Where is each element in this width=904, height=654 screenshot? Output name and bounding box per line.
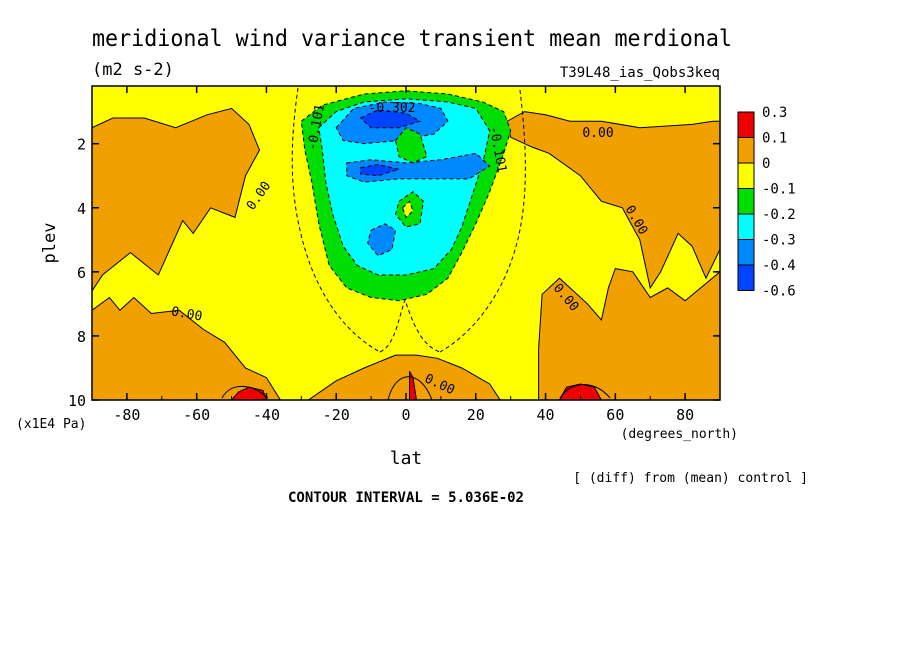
colorbar-swatch	[737, 264, 755, 291]
x-tick-label: 0	[401, 406, 410, 424]
contour-region-3-1	[346, 152, 491, 183]
footnote: [ (diff) from (mean) control ]	[573, 471, 808, 486]
x-units-label: (degrees_north)	[621, 427, 738, 442]
colorbar-swatch	[737, 213, 755, 240]
contour-region-0-4	[538, 268, 720, 400]
colorbar-label: -0.2	[762, 207, 796, 223]
x-axis: -80 -60 -40 -20 0 20 40 60 80	[91, 86, 721, 424]
colorbar: 0.3 0.1 0 -0.1 -0.2 -0.3 -0.4 -0.6	[737, 105, 796, 300]
x-tick-label: 80	[676, 406, 694, 424]
dashed-contour-center	[379, 298, 441, 353]
y-units-label: (x1E4 Pa)	[16, 417, 86, 432]
colorbar-label: 0	[762, 156, 770, 172]
colorbar-label: -0.4	[762, 258, 796, 274]
contour-region-5-0	[394, 127, 428, 164]
colorbar-label: -0.3	[762, 233, 796, 249]
contour-region-0-1	[92, 296, 281, 400]
colorbar-swatch	[737, 111, 755, 138]
colorbar-swatch	[737, 239, 755, 266]
contour-value-label: -0.302	[369, 101, 416, 116]
x-tick-label: 40	[537, 406, 555, 424]
chart-title: meridional wind variance transient mean …	[92, 26, 732, 52]
y-tick-label: 6	[77, 264, 86, 282]
y-axis: 2 4 6 8 10	[68, 136, 720, 410]
x-tick-label: 20	[467, 406, 485, 424]
y-tick-label: 2	[77, 136, 86, 154]
colorbar-label: -0.6	[762, 284, 796, 300]
units-label: (m2 s-2)	[92, 60, 174, 80]
y-tick-label: 10	[68, 392, 86, 410]
plot-area: 0.000.000.000.000.000.00-0.101 -0.101-0.3…	[91, 85, 721, 401]
colorbar-swatch	[737, 162, 755, 189]
y-tick-label: 8	[77, 328, 86, 346]
y-tick-label: 4	[77, 200, 86, 218]
x-tick-label: -40	[253, 406, 280, 424]
colorbar-label: 0.1	[762, 131, 787, 147]
run-id-label: T39L48_ias_Qobs3keq	[560, 65, 720, 81]
contour-region-0-0	[92, 107, 261, 293]
colorbar-swatch	[737, 188, 755, 215]
x-tick-label: -80	[113, 406, 140, 424]
colorbar-label: 0.3	[762, 105, 787, 121]
contour-interval-label: CONTOUR INTERVAL = 5.036E-02	[288, 490, 524, 506]
x-tick-label: 60	[606, 406, 624, 424]
contour-region-4-1	[360, 163, 401, 177]
contour-region-6-0	[401, 200, 414, 219]
colorbar-label: -0.1	[762, 182, 796, 198]
contour-region-3-2	[367, 223, 397, 257]
contour-region-0-3	[506, 111, 720, 290]
contour-region-7-2	[409, 370, 418, 400]
contour-region-4-0	[359, 109, 422, 129]
x-axis-label: lat	[390, 448, 423, 469]
contour-value-label: 0.00	[582, 126, 613, 141]
solid-contour-south	[221, 376, 611, 400]
x-tick-label: -60	[183, 406, 210, 424]
dashed-contour-west	[291, 87, 381, 353]
contour-value-label: 0.00	[170, 304, 203, 324]
y-axis-label: plev	[40, 223, 60, 264]
x-tick-label: -20	[323, 406, 350, 424]
colorbar-swatch	[737, 137, 755, 164]
dashed-contour-east	[439, 89, 526, 353]
